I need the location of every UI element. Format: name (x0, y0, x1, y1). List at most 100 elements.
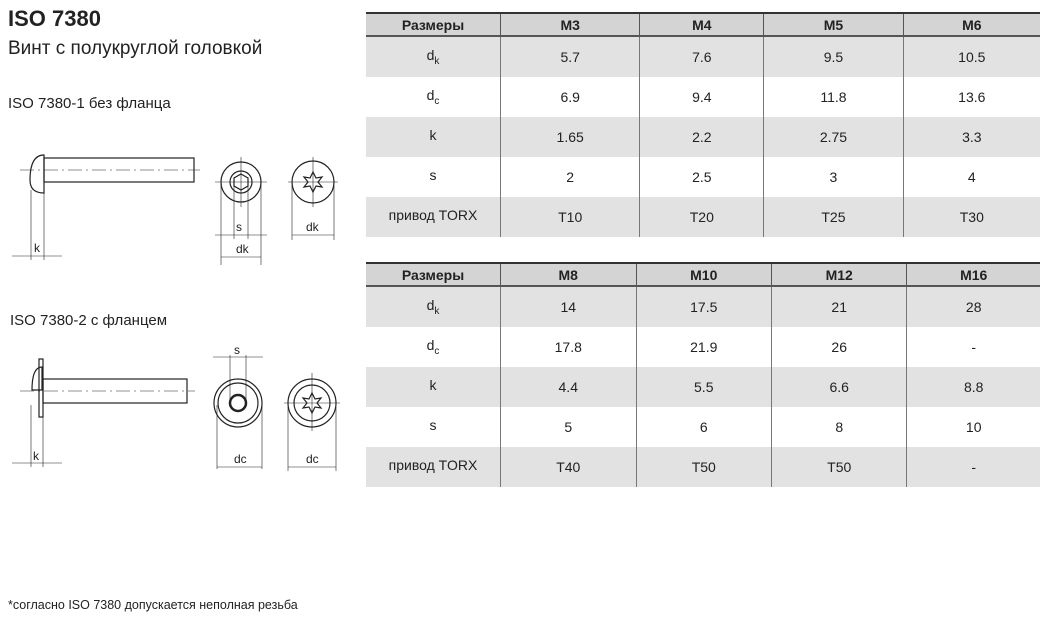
table-cell: 4.4 (500, 367, 636, 407)
table-row: dk 14 17.5 21 28 (366, 286, 1040, 327)
table-cell: 10 (906, 407, 1040, 447)
column-header: M8 (500, 262, 636, 287)
variant2-label: ISO 7380-2 с фланцем (10, 312, 168, 329)
column-header: M12 (770, 262, 907, 287)
row-label-text: d (426, 47, 435, 64)
s-label-2: s (234, 345, 240, 357)
table-cell: T30 (902, 197, 1040, 237)
table-cell: 21.9 (635, 327, 772, 367)
row-label-subscript: c (434, 95, 440, 107)
table-cell: T10 (499, 197, 640, 237)
row-label: k (366, 367, 501, 407)
table-cell: 3.3 (902, 117, 1040, 157)
row-label: dc (366, 327, 501, 367)
table-cell: 1.65 (499, 117, 640, 157)
table-cell: 5.5 (635, 367, 772, 407)
table-cell: - (906, 447, 1040, 487)
row-label-text: d (426, 297, 435, 314)
table-cell: T50 (770, 447, 907, 487)
k-label-2: k (33, 449, 40, 463)
s-label: s (236, 220, 242, 234)
table-row: привод TORX T10 T20 T25 T30 (366, 197, 1040, 237)
column-header: M5 (763, 12, 904, 37)
table-row: s 5 6 8 10 (366, 407, 1040, 447)
table-cell: 17.5 (635, 286, 772, 327)
row-label: s (366, 407, 501, 447)
column-header: M3 (499, 12, 640, 37)
screw-drawing-no-flange: k s dk dk (12, 154, 338, 265)
column-header: M4 (639, 12, 764, 37)
row-label: привод TORX (366, 447, 501, 487)
table-cell: 8.8 (906, 367, 1040, 407)
table-cell: 26 (770, 327, 907, 367)
table-cell: 2.75 (763, 117, 904, 157)
table-row: dc 17.8 21.9 26- (366, 327, 1040, 367)
dc-label: dc (234, 452, 247, 466)
table-row: s 2 2.5 3 4 (366, 157, 1040, 197)
table-cell: 5 (500, 407, 636, 447)
table-cell: 6.6 (770, 367, 907, 407)
dc-label-2: dc (306, 452, 319, 466)
table-cell: 6.9 (499, 77, 640, 117)
dk-label: dk (236, 242, 250, 256)
table-cell: 2.2 (639, 117, 764, 157)
table-cell: 28 (906, 286, 1040, 327)
dimensions-table-m8-m16: Размеры M8 M10 M12 M16 dk 14 17.5 21 28 dc 17.8 21.9… (366, 262, 1040, 487)
k-label: k (34, 241, 41, 255)
table-cell: T25 (763, 197, 904, 237)
table-cell: 5.7 (499, 36, 640, 77)
row-label-text: s (429, 167, 437, 184)
page-subtitle: Винт с полукруглой головкой (8, 38, 263, 59)
row-label-text: k (429, 127, 437, 144)
table-row: k 1.65 2.2 2.75 3.3 (366, 117, 1040, 157)
row-label-text: k (429, 377, 437, 394)
row-label: dk (366, 286, 501, 327)
table-cell: T50 (635, 447, 772, 487)
screw-drawing-flange: k s dc dc (12, 345, 340, 471)
row-label: привод TORX (366, 197, 501, 237)
row-label-text: d (426, 87, 435, 104)
table-row: dk 5.7 7.6 9.5 10.5 (366, 36, 1040, 77)
table-cell: 8 (770, 407, 907, 447)
table-cell: 14 (500, 286, 636, 327)
table-cell: 21 (770, 286, 907, 327)
row-label: k (366, 117, 501, 157)
dimensions-table-m3-m6: Размеры M3 M4 M5 M6 dk 5.7 7.6 9.5 10.5 dc 6.9 9.4 11… (366, 12, 1040, 237)
dk-label-2: dk (306, 220, 320, 234)
table-cell: 11.8 (763, 77, 904, 117)
variant1-label: ISO 7380-1 без фланца (8, 95, 171, 112)
table-cell: 13.6 (902, 77, 1040, 117)
table-cell: 9.5 (763, 36, 904, 77)
table-cell: T20 (639, 197, 764, 237)
table-cell: 10.5 (902, 36, 1040, 77)
row-label-text: привод TORX (388, 207, 478, 224)
page-title: ISO 7380 (8, 6, 101, 31)
header-row: Размеры M3 M4 M5 M6 (366, 12, 1040, 37)
column-header: M6 (902, 12, 1040, 37)
table-cell: 7.6 (639, 36, 764, 77)
column-header: Размеры (366, 12, 501, 37)
row-label: s (366, 157, 501, 197)
table-cell: - (906, 327, 1040, 367)
row-label: dk (366, 36, 501, 77)
row-label-subscript: c (434, 345, 440, 357)
table-cell: 9.4 (639, 77, 764, 117)
column-header: M16 (906, 262, 1040, 287)
column-header: M10 (635, 262, 772, 287)
row-label-subscript: k (434, 55, 440, 67)
footnote: *согласно ISO 7380 допускается неполная … (8, 598, 298, 612)
table-cell: 4 (902, 157, 1040, 197)
row-label-text: s (429, 417, 437, 434)
table-row: dc 6.9 9.4 11.8 13.6 (366, 77, 1040, 117)
column-header: Размеры (366, 262, 501, 287)
row-label: dc (366, 77, 501, 117)
table-cell: 6 (635, 407, 772, 447)
table-cell: 2 (499, 157, 640, 197)
row-label-text: d (426, 337, 435, 354)
table-row: привод TORX T40 T50 T50- (366, 447, 1040, 487)
row-label-subscript: k (434, 305, 440, 317)
header-row: Размеры M8 M10 M12 M16 (366, 262, 1040, 287)
table-cell: 17.8 (500, 327, 636, 367)
table-cell: 2.5 (639, 157, 764, 197)
row-label-text: привод TORX (388, 457, 478, 474)
